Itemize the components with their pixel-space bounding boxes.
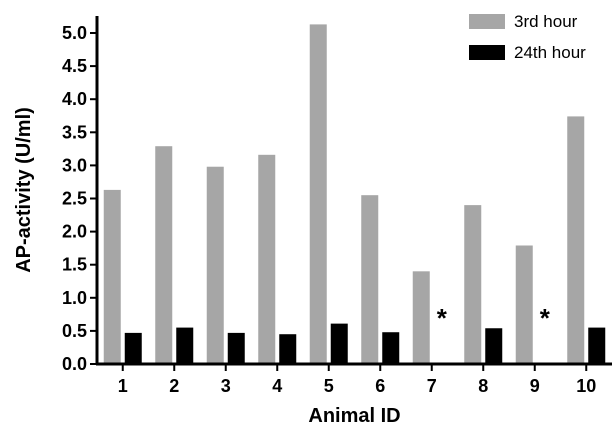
- x-tick-label: 9: [530, 376, 540, 396]
- bar-3rd-hour-2: [155, 146, 173, 364]
- annotation-asterisk: *: [540, 303, 551, 333]
- y-axis-title: AP-activity (U/ml): [13, 107, 35, 273]
- bar-24th-hour-6: [382, 332, 400, 364]
- x-tick-label: 1: [118, 376, 128, 396]
- y-tick-label: 1.5: [62, 255, 87, 275]
- bar-3rd-hour-5: [309, 24, 327, 364]
- bar-24th-hour-3: [227, 332, 245, 364]
- bar-24th-hour-2: [176, 327, 194, 364]
- bars-group: [103, 24, 606, 364]
- x-tick-label: 10: [576, 376, 596, 396]
- x-tick-label: 8: [478, 376, 488, 396]
- bar-24th-hour-5: [330, 323, 348, 364]
- bar-24th-hour-1: [124, 332, 142, 364]
- y-tick-label: 4.5: [62, 56, 87, 76]
- legend-swatch: [469, 45, 505, 60]
- y-tick-label: 0.5: [62, 321, 87, 341]
- bar-3rd-hour-10: [567, 116, 585, 364]
- bar-3rd-hour-1: [103, 189, 121, 364]
- legend-label: 24th hour: [514, 43, 586, 62]
- x-tick-label: 7: [427, 376, 437, 396]
- x-tick-label: 2: [169, 376, 179, 396]
- bar-24th-hour-10: [588, 327, 606, 364]
- bar-24th-hour-8: [485, 328, 503, 364]
- legend: 3rd hour 24th hour: [469, 12, 586, 62]
- y-tick-label: 2.5: [62, 189, 87, 209]
- bar-3rd-hour-4: [258, 154, 276, 364]
- legend-swatch: [469, 14, 505, 29]
- bar-3rd-hour-6: [361, 195, 379, 364]
- y-tick-label: 0.0: [62, 354, 87, 374]
- x-tick-label: 3: [221, 376, 231, 396]
- bar-3rd-hour-9: [515, 245, 533, 364]
- bar-3rd-hour-7: [412, 271, 430, 364]
- y-tick-label: 1.0: [62, 288, 87, 308]
- annotations-group: * *: [437, 303, 551, 333]
- x-tick-label: 6: [375, 376, 385, 396]
- y-tick-label: 3.0: [62, 155, 87, 175]
- bar-3rd-hour-8: [464, 205, 482, 364]
- bar-3rd-hour-3: [206, 166, 224, 364]
- axes-group: 0.0 0.5 1.0 1.5 2.0 2.5 3.0 3.5 4.0 4.5 5.0 1 2 3 4 5 6 7…: [62, 16, 612, 396]
- y-tick-label: 3.5: [62, 122, 87, 142]
- legend-label: 3rd hour: [514, 12, 578, 31]
- y-tick-label: 5.0: [62, 23, 87, 43]
- bar-24th-hour-4: [279, 334, 297, 364]
- y-tick-label: 2.0: [62, 222, 87, 242]
- y-tick-label: 4.0: [62, 89, 87, 109]
- x-tick-label: 4: [272, 376, 282, 396]
- x-axis-title: Animal ID: [308, 405, 400, 427]
- x-tick-label: 5: [324, 376, 334, 396]
- annotation-asterisk: *: [437, 303, 448, 333]
